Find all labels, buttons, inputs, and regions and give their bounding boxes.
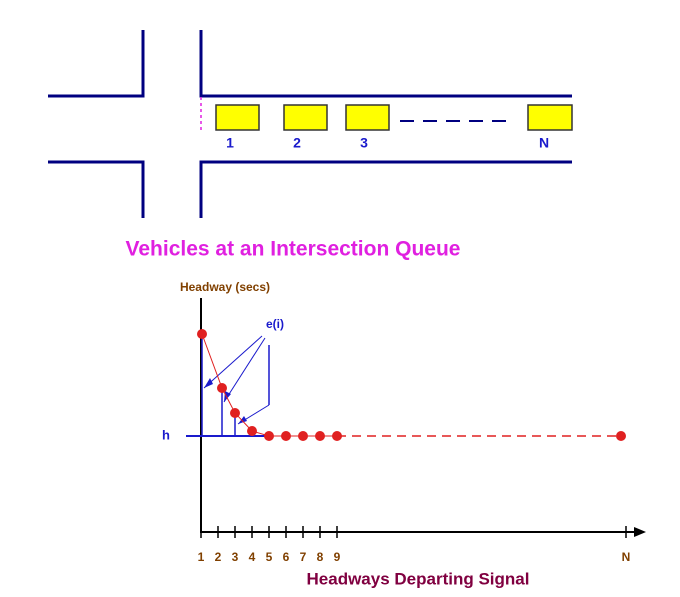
car-label: 2 — [293, 135, 301, 151]
x-tick-label: N — [622, 550, 631, 564]
e-label: e(i) — [266, 317, 284, 331]
headway-points — [197, 329, 626, 441]
headway-line — [201, 333, 337, 437]
x-axis-label: Headways Departing Signal — [307, 569, 530, 588]
car-label: N — [539, 135, 549, 151]
x-arrow — [634, 527, 646, 537]
arrowheads — [204, 378, 247, 424]
y-axis-label: Headway (secs) — [180, 280, 270, 294]
x-tick-label: 7 — [300, 550, 307, 564]
title: Vehicles at an Intersection Queue — [126, 238, 461, 261]
x-tick-label: 8 — [317, 550, 324, 564]
x-tick-label: 6 — [283, 550, 290, 564]
intersection — [48, 30, 572, 218]
x-tick-label: 9 — [334, 550, 341, 564]
x-tick-label: 2 — [215, 550, 222, 564]
x-tick-label: 5 — [266, 550, 273, 564]
car-label: 3 — [360, 135, 368, 151]
car-label: 1 — [226, 135, 234, 151]
x-tick-label: 3 — [232, 550, 239, 564]
h-label: h — [162, 427, 170, 442]
cars — [215, 104, 573, 131]
x-tick-label: 1 — [198, 550, 205, 564]
excess-lines — [201, 334, 270, 436]
x-tick-label: 4 — [249, 550, 256, 564]
